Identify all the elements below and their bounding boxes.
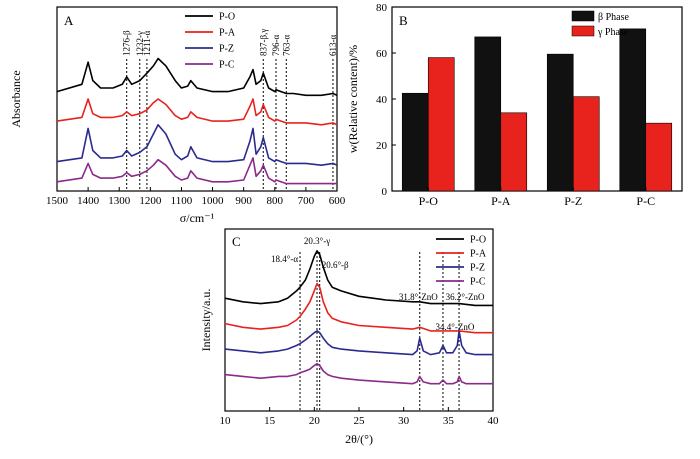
panel-c-label: C	[232, 234, 241, 249]
panel-a-series	[56, 57, 338, 185]
reference-line-label: 20.3°-γ	[304, 236, 330, 246]
panel-c-y-axis-label: Intensity/a.u.	[199, 289, 213, 352]
reference-line-label: 796-α	[271, 35, 281, 56]
x-tick-label: 10	[220, 415, 232, 427]
x-tick-label: P-C	[636, 194, 655, 208]
x-tick-label: 15	[264, 415, 276, 427]
x-tick-label: 900	[235, 195, 252, 207]
panel-a-frame	[56, 6, 338, 192]
panel-c-series	[224, 250, 493, 385]
panel-a-x-axis-label: σ/cm⁻¹	[180, 211, 215, 225]
legend-label-p-c: P-C	[219, 60, 235, 71]
panel-b-x-ticks: P-O P-A P-Z P-C	[419, 187, 655, 208]
x-tick-label: 25	[354, 415, 366, 427]
y-tick-label: 80	[376, 2, 388, 14]
x-tick-label: 20	[309, 415, 321, 427]
reference-line-label: 1276-β	[122, 30, 132, 56]
y-tick-label: 40	[376, 94, 388, 106]
panel-a-label: A	[64, 13, 74, 28]
panel-b-legend: β Phase γ Phase	[571, 10, 629, 38]
reference-line-label: 36.2°-ZnO	[446, 292, 485, 302]
series-line-p-o	[224, 250, 493, 307]
legend-label-p-a: P-A	[219, 28, 236, 39]
series-line-p-a	[56, 98, 338, 126]
panel-c-legend: P-O P-A P-Z P-C	[436, 235, 487, 288]
x-tick-label: 40	[488, 415, 500, 427]
reference-line-label: 18.4°-α	[271, 254, 298, 264]
y-tick-label: 20	[376, 140, 388, 152]
y-tick-label: 60	[376, 48, 388, 60]
panel-b-y-ticks: 0 20 40 60 80	[376, 2, 396, 198]
legend-swatch-beta	[571, 10, 595, 22]
bar-p-o-gamma	[427, 57, 455, 192]
bar-p-z-beta	[546, 53, 574, 192]
x-tick-label: 30	[398, 415, 410, 427]
reference-line-label: 20.6°-β	[322, 260, 349, 270]
x-tick-label: P-Z	[564, 194, 582, 208]
panel-a-x-ticks: 1500 1400 1300 1200 1100 1000 900 800 700 600	[46, 187, 346, 207]
panel-a-y-axis-label: Absorbance	[9, 70, 23, 127]
x-tick-label: 800	[267, 195, 284, 207]
x-tick-label: 35	[443, 415, 455, 427]
legend-label-p-o: P-O	[470, 235, 486, 246]
legend-label-p-z: P-Z	[470, 263, 485, 274]
reference-line-label: 34.4°-ZnO	[436, 322, 475, 332]
series-line-p-z	[56, 124, 338, 166]
x-tick-label: 1400	[77, 195, 100, 207]
legend-label-p-z: P-Z	[219, 44, 234, 55]
panel-a-legend: P-O P-A P-Z P-C	[185, 12, 236, 71]
x-tick-label: P-A	[491, 194, 511, 208]
series-line-p-o	[56, 57, 338, 97]
legend-swatch-gamma	[571, 25, 595, 37]
legend-label-p-a: P-A	[470, 249, 487, 260]
reference-line-label: 763-α	[281, 35, 291, 56]
x-tick-label: P-O	[419, 194, 439, 208]
legend-label-p-o: P-O	[219, 12, 235, 23]
panel-c-reference-lines: 18.4°-α 20.3°-γ 20.6°-β 31.8°-ZnO 34.4°-ZnO 3…	[271, 236, 485, 411]
reference-line-label: 1232-γ	[135, 31, 145, 56]
series-line-p-a	[224, 282, 493, 334]
panel-c-x-axis-label: 2θ/(°)	[345, 432, 373, 446]
legend-label-p-c: P-C	[470, 277, 486, 288]
reference-line-label: 613-α	[328, 35, 338, 56]
panel-c-x-ticks: 10 15 20 25 30 35 40	[220, 407, 500, 427]
panel-b-bars	[401, 28, 673, 192]
reference-line-label: 837-β,γ	[258, 29, 268, 56]
panel-c: C 18.4°-α 20.3°-γ 20.6°-β 31.8°-ZnO 34.4°-Zn…	[199, 228, 500, 446]
panel-b-y-axis-label: w(Relative content)/%	[346, 45, 360, 153]
bar-p-a-gamma	[500, 112, 528, 192]
x-tick-label: 1300	[108, 195, 131, 207]
bar-p-a-beta	[474, 36, 502, 192]
legend-label-gamma: γ Phase	[597, 27, 629, 38]
bar-p-c-gamma	[645, 122, 673, 192]
reference-line-label: 1211-α	[142, 30, 152, 56]
reference-line-label: 31.8°-ZnO	[399, 292, 438, 302]
series-line-p-z	[224, 330, 493, 356]
x-tick-label: 1500	[46, 195, 69, 207]
x-tick-label: 1100	[171, 195, 193, 207]
series-line-p-c	[56, 157, 337, 185]
series-line-p-c	[224, 362, 493, 385]
x-tick-label: 1200	[139, 195, 162, 207]
x-tick-label: 1000	[202, 195, 225, 207]
bar-p-o-beta	[401, 92, 429, 192]
legend-label-beta: β Phase	[598, 12, 629, 23]
bar-p-c-beta	[619, 28, 647, 192]
panel-b-label: B	[399, 13, 408, 28]
x-tick-label: 600	[329, 195, 346, 207]
bar-p-z-gamma	[572, 96, 600, 192]
x-tick-label: 700	[298, 195, 315, 207]
y-tick-label: 0	[382, 186, 388, 198]
